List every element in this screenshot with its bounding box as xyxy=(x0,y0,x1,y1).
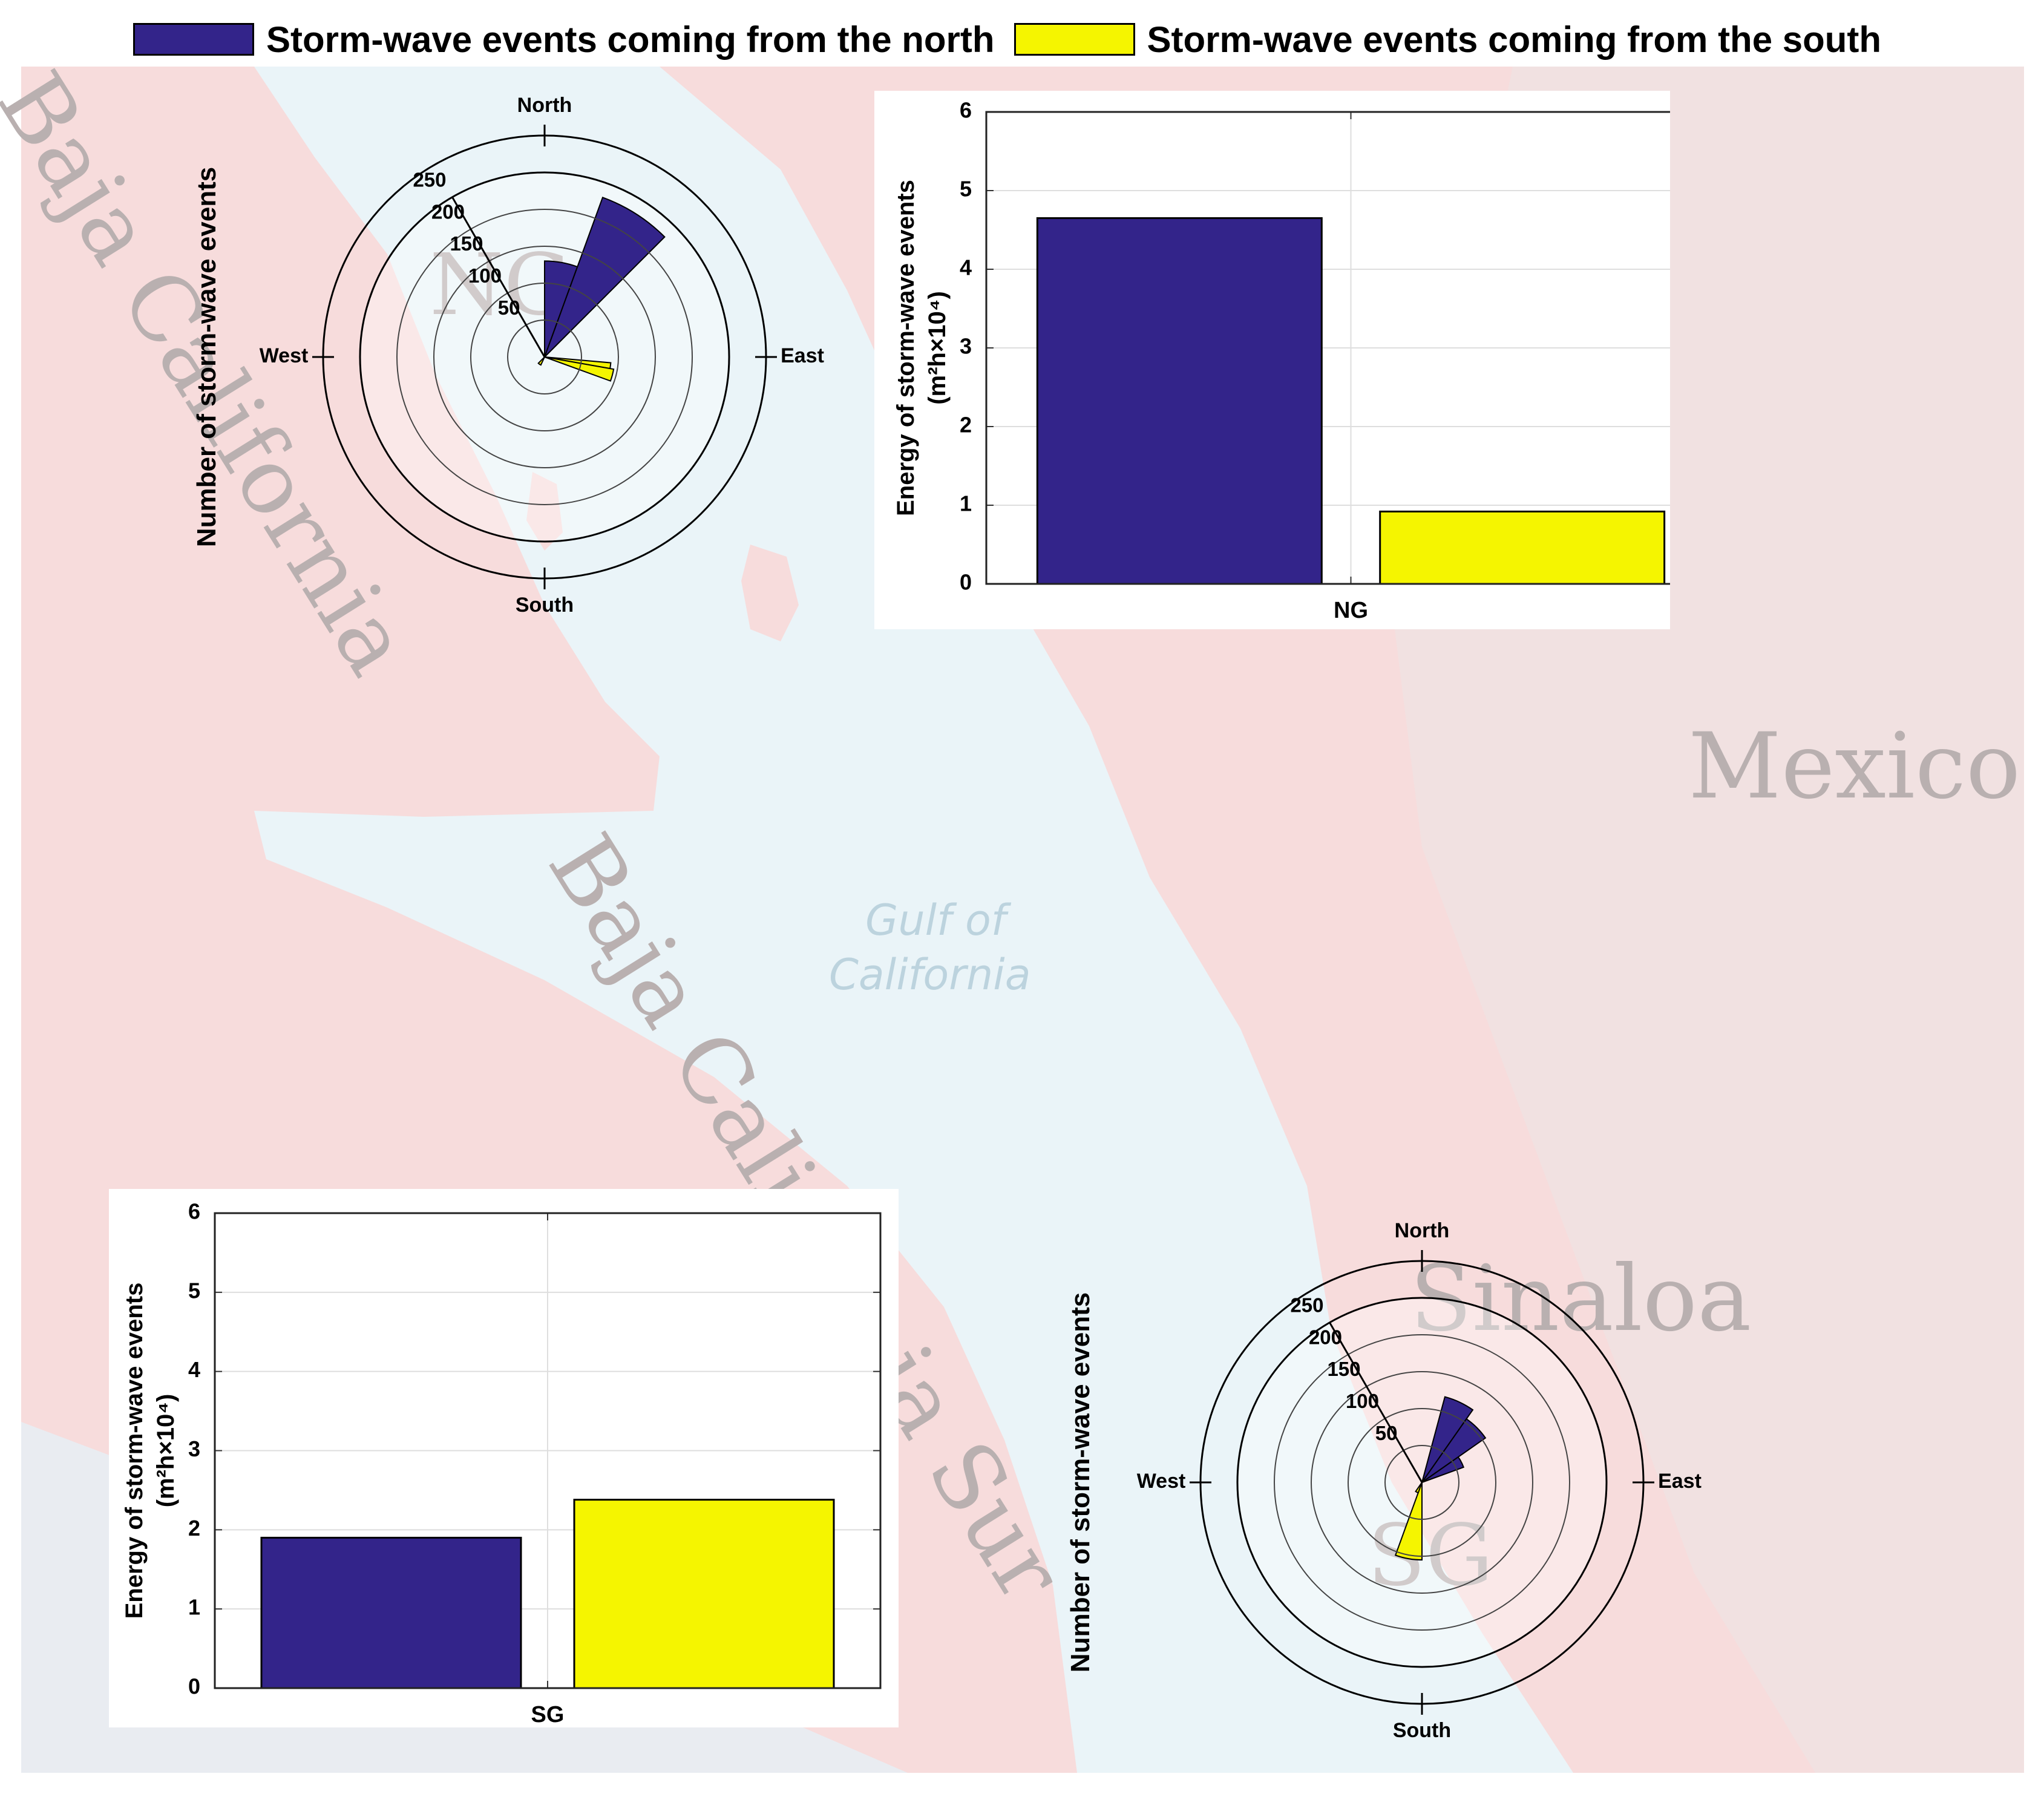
polar-ring-50 xyxy=(1384,1445,1459,1520)
legend-item-south: Storm-wave events coming from the south xyxy=(1014,19,1882,61)
sg-bar-chart: 0 1 2 3 4 5 6 SG Energy of storm-wave events (m²h… xyxy=(109,1189,899,1727)
y-tick-label-6: 6 xyxy=(960,98,972,123)
rose-y-axis-label: Number of storm-wave events xyxy=(1066,1292,1095,1672)
map-label-gulf-line2: California xyxy=(829,950,1031,1000)
y-axis-label-line2: (m²h×10⁴) xyxy=(152,1394,179,1508)
bar-SG-north xyxy=(260,1536,522,1689)
y-axis-label-line1: Energy of storm-wave events xyxy=(121,1283,148,1619)
polar-ring-50 xyxy=(507,319,582,394)
sg-bar-panel: 0 1 2 3 4 5 6 SG Energy of storm-wave events (m²h… xyxy=(109,1189,899,1730)
r-tick-label-250: 250 xyxy=(413,169,446,191)
r-tick-label-100: 100 xyxy=(1346,1390,1379,1412)
r-tick-label-50: 50 xyxy=(498,296,520,319)
y-axis-label: Energy of storm-wave events (m²h×10⁴) xyxy=(121,1283,179,1619)
y-tick-label-2: 2 xyxy=(960,413,972,437)
y-tick-label-4: 4 xyxy=(188,1357,200,1382)
sg-rose-panel: 50 100 150 200 250 North East South West Number o… xyxy=(1065,1210,1731,1758)
y-axis-label-line1: Energy of storm-wave events xyxy=(893,180,919,516)
y-tick-label-1: 1 xyxy=(188,1595,200,1620)
direction-label-east: East xyxy=(1658,1470,1702,1493)
direction-label-south: South xyxy=(1393,1719,1451,1742)
bar-NG-south xyxy=(1379,510,1666,585)
polar-ring-100 xyxy=(470,283,619,431)
r-tick-label-50: 50 xyxy=(1375,1422,1398,1444)
plot-frame xyxy=(214,1212,882,1689)
tiburon-island xyxy=(741,545,799,641)
rose-sector-north-0 xyxy=(1421,1396,1474,1483)
y-axis-label-line2: (m²h×10⁴) xyxy=(924,291,951,405)
rose-sector-south-0 xyxy=(1394,1482,1423,1561)
ng-rose-panel: 50 100 150 200 250 North East South West Number o… xyxy=(188,94,829,632)
y-tick-label-3: 3 xyxy=(188,1436,200,1461)
polar-ring-150 xyxy=(433,246,656,468)
x-tick-label-NG: NG xyxy=(1334,598,1368,623)
y-tick-label-0: 0 xyxy=(188,1674,200,1699)
direction-label-south: South xyxy=(516,594,574,617)
angel-island xyxy=(526,472,563,551)
r-tick-label-150: 150 xyxy=(450,232,483,255)
y-tick-label-0: 0 xyxy=(960,570,972,595)
y-axis-label: Energy of storm-wave events (m²h×10⁴) xyxy=(893,180,951,516)
bar-NG-north xyxy=(1036,217,1323,585)
y-tick-label-5: 5 xyxy=(960,177,972,201)
legend-label-south: Storm-wave events coming from the south xyxy=(1147,19,1882,60)
map-label-gulf-line1: Gulf of xyxy=(865,895,1006,945)
y-tick-label-1: 1 xyxy=(960,491,972,516)
ng-rose-chart: 50 100 150 200 250 North East South West Number o… xyxy=(192,94,824,617)
direction-label-north: North xyxy=(517,97,572,117)
polar-ring-250 xyxy=(1236,1297,1608,1668)
direction-label-west: West xyxy=(260,344,309,367)
x-tick-label-SG: SG xyxy=(531,1702,565,1727)
ng-bar-panel: 0 1 2 3 4 5 6 NG Energy of storm-wave events (m²h… xyxy=(874,91,1717,632)
rose-y-axis-label: Number of storm-wave events xyxy=(192,167,221,547)
direction-label-west: West xyxy=(1137,1470,1186,1493)
r-tick-label-200: 200 xyxy=(431,200,465,223)
rose-sector-south-1 xyxy=(1415,1482,1423,1494)
legend: Storm-wave events coming from the north … xyxy=(133,18,1901,61)
map-label-mexico: Mexico xyxy=(1688,714,2021,819)
rose-sector-north-1 xyxy=(544,197,666,358)
bar-SG-south xyxy=(573,1499,835,1689)
legend-item-north: Storm-wave events coming from the north xyxy=(133,19,995,61)
rose-sector-south-2 xyxy=(537,356,545,366)
polar-ring-100 xyxy=(1348,1408,1496,1557)
y-tick-label-2: 2 xyxy=(188,1516,200,1540)
r-tick-label-250: 250 xyxy=(1290,1294,1323,1317)
direction-label-east: East xyxy=(781,344,824,367)
y-tick-label-5: 5 xyxy=(188,1278,200,1303)
y-tick-label-6: 6 xyxy=(188,1199,200,1224)
radial-axis-line xyxy=(1329,1322,1423,1483)
sg-rose-chart: 50 100 150 200 250 North East South West Number o… xyxy=(1066,1219,1702,1742)
r-tick-label-200: 200 xyxy=(1309,1326,1342,1348)
r-tick-label-100: 100 xyxy=(468,264,502,287)
y-tick-label-3: 3 xyxy=(960,334,972,359)
y-tick-label-4: 4 xyxy=(960,255,972,280)
rose-sector-north-1 xyxy=(1421,1418,1487,1483)
polar-ring-200 xyxy=(396,209,693,505)
legend-swatch-north xyxy=(133,23,254,56)
polar-ring-200 xyxy=(1274,1334,1570,1631)
r-tick-label-150: 150 xyxy=(1327,1358,1360,1380)
map-label-sinaloa: Sinaloa xyxy=(1410,1246,1752,1352)
direction-label-north: North xyxy=(1395,1219,1450,1242)
polar-ring-250 xyxy=(359,171,730,543)
polar-ring-150 xyxy=(1311,1371,1533,1594)
legend-swatch-south xyxy=(1014,23,1135,56)
legend-label-north: Storm-wave events coming from the north xyxy=(266,19,995,60)
radial-axis-line xyxy=(451,197,546,358)
ng-bar-chart: 0 1 2 3 4 5 6 NG Energy of storm-wave events (m²h… xyxy=(874,91,1717,629)
